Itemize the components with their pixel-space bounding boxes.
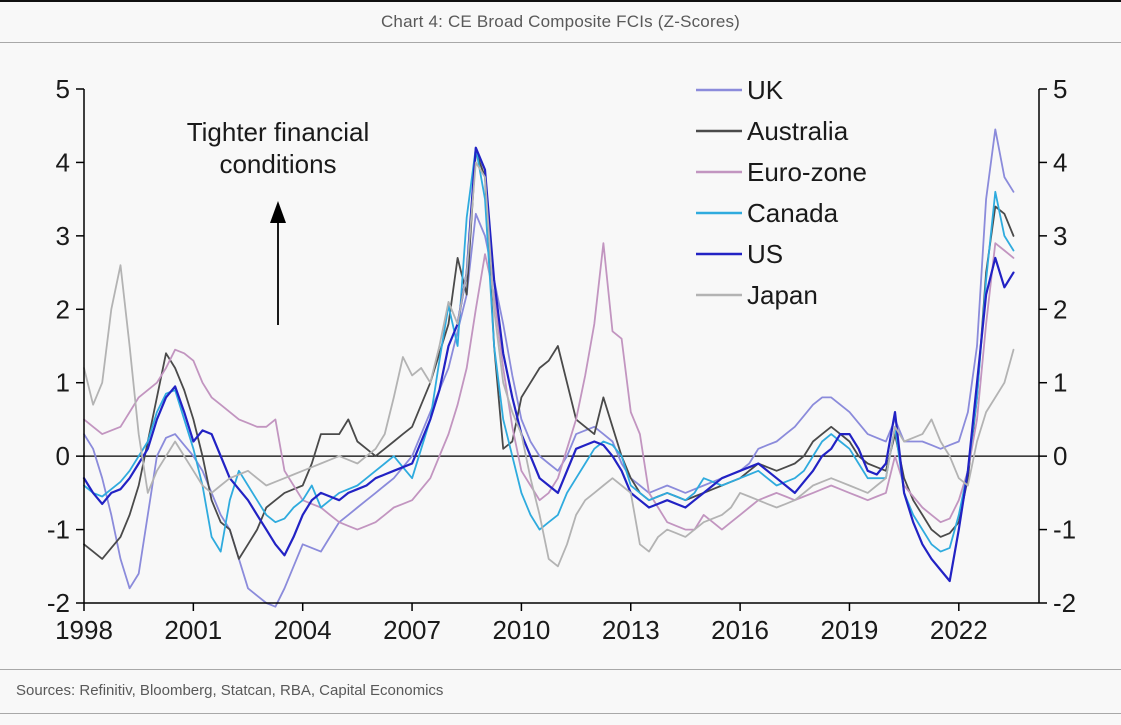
y-tick-label-right: -1: [1053, 515, 1076, 545]
y-tick-label-left: 5: [56, 74, 70, 104]
legend-item-us: US: [696, 239, 783, 269]
y-tick-label-left: -1: [47, 515, 70, 545]
y-axis-ticks: -2 -2 -1 -1 0 0 1 1 2 2 3 3 4 4 5 5: [47, 74, 1076, 618]
series-lines: [82, 128, 1015, 608]
y-tick-label-left: 4: [56, 147, 70, 177]
legend-item-euro-zone: Euro-zone: [696, 157, 867, 187]
x-tick-label: 2022: [930, 615, 988, 645]
fci-line-chart: -2 -2 -1 -1 0 0 1 1 2 2 3 3 4 4 5 5 1998 2001 2004 2007 2010…: [47, 74, 1076, 645]
legend-label: Euro-zone: [747, 157, 867, 187]
x-tick-label: 1998: [55, 615, 113, 645]
chart-title: Chart 4: CE Broad Composite FCIs (Z-Scor…: [380, 12, 741, 31]
y-tick-label-right: -2: [1053, 588, 1076, 618]
annotation-line2: conditions: [219, 149, 336, 179]
y-tick-label-right: 4: [1053, 147, 1067, 177]
chart-area: -2 -2 -1 -1 0 0 1 1 2 2 3 3 4 4 5 5 1998 2001 2004 2007 2010…: [0, 43, 1121, 669]
x-tick-label: 2013: [602, 615, 660, 645]
x-tick-label: 2016: [711, 615, 769, 645]
legend-label: Australia: [747, 116, 849, 146]
x-tick-label: 2010: [492, 615, 550, 645]
series-line-euro-zone: [83, 242, 1015, 531]
legend-label: UK: [747, 75, 784, 105]
y-tick-label-right: 0: [1053, 441, 1067, 471]
up-arrow-head-icon: [270, 201, 286, 223]
legend-label: Canada: [747, 198, 839, 228]
y-tick-label-right: 1: [1053, 368, 1067, 398]
y-tick-label-right: 3: [1053, 221, 1067, 251]
y-tick-label-right: 5: [1053, 74, 1067, 104]
x-tick-label: 2019: [821, 615, 879, 645]
axes: [83, 89, 1040, 604]
series-line-australia: [83, 150, 1015, 560]
x-axis-ticks: 1998 2001 2004 2007 2010 2013 2016 2019 2022: [55, 603, 988, 645]
series-line-canada: [83, 146, 1015, 553]
series-line-japan: [83, 161, 1015, 568]
x-tick-label: 2001: [164, 615, 222, 645]
sources-text: Sources: Refinitiv, Bloomberg, Statcan, …: [16, 682, 444, 699]
legend-item-japan: Japan: [696, 280, 818, 310]
y-tick-label-left: 2: [56, 294, 70, 324]
chart-header: Chart 4: CE Broad Composite FCIs (Z-Scor…: [0, 2, 1121, 43]
y-tick-label-left: 1: [56, 368, 70, 398]
legend: UK Australia Euro-zone Canada US Japan: [696, 75, 867, 310]
legend-item-uk: UK: [696, 75, 784, 105]
bottom-rule: [0, 713, 1121, 725]
legend-label: US: [747, 239, 783, 269]
legend-label: Japan: [747, 280, 818, 310]
series-line-us: [82, 146, 1015, 583]
annotation-line1: Tighter financial: [187, 117, 370, 147]
y-tick-label-left: 0: [56, 441, 70, 471]
legend-item-canada: Canada: [696, 198, 839, 228]
y-tick-label-left: -2: [47, 588, 70, 618]
chart-footer: Sources: Refinitiv, Bloomberg, Statcan, …: [0, 669, 1121, 725]
y-tick-label-left: 3: [56, 221, 70, 251]
y-tick-label-right: 2: [1053, 294, 1067, 324]
x-tick-label: 2007: [383, 615, 441, 645]
legend-item-australia: Australia: [696, 116, 849, 146]
x-tick-label: 2004: [274, 615, 332, 645]
